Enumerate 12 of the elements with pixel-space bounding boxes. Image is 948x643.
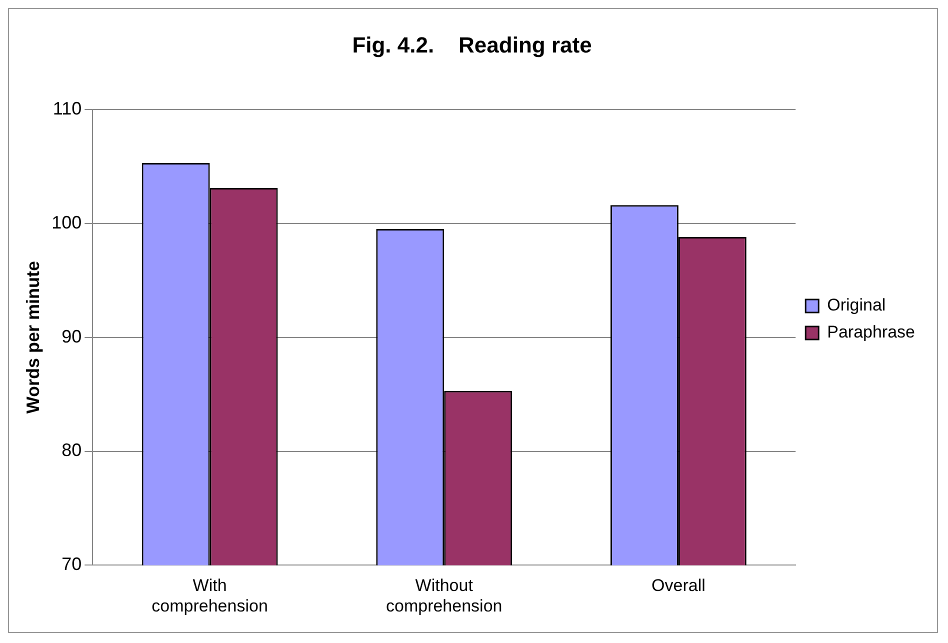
- y-tick-label: 90: [62, 326, 82, 346]
- y-tick-label: 80: [62, 440, 82, 460]
- x-tick-label: Overall: [652, 576, 706, 596]
- y-axis-title: Words per minute: [22, 260, 43, 414]
- chart-title: Fig. 4.2. Reading rate: [352, 32, 592, 58]
- y-tick-label: 100: [52, 212, 82, 232]
- y-tick-label: 70: [62, 554, 82, 574]
- y-tick-label: 110: [52, 98, 82, 118]
- x-tick-label: With comprehension: [152, 576, 268, 616]
- x-tick-label: Without comprehension: [386, 576, 502, 616]
- legend-label: Paraphrase: [827, 322, 915, 342]
- legend-label: Original: [827, 296, 886, 315]
